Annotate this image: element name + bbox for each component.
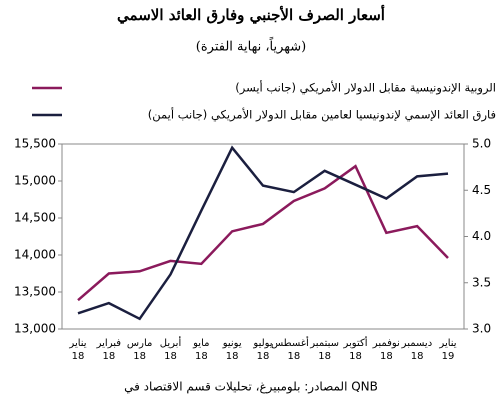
y2-tick-label: 5.0 [472, 137, 491, 151]
x-tick-label: أبريل 18 [159, 338, 182, 362]
chart-title: أسعار الصرف الأجنبي وفارق العائد الاسمي [117, 4, 385, 25]
y-tick-label: 13,500 [14, 285, 56, 299]
y2-tick-label: 4.5 [472, 183, 491, 197]
x-tick-label: أكتوبر 18 [343, 338, 368, 362]
y2-tick-label: 3.5 [472, 275, 491, 289]
x-tick-label: يناير 19 [439, 338, 457, 362]
x-tick-label: سبتمبر 18 [310, 338, 340, 362]
legend-label: فارق العائد الإسمي لإندونيسيا لعامين مقا… [148, 107, 496, 123]
x-tick-label: فبراير 18 [96, 338, 122, 362]
x-tick-label: يناير 18 [69, 338, 87, 362]
y2-tick-label: 4.0 [472, 229, 491, 243]
series-line [77, 164, 449, 302]
y-tick-label: 14,000 [14, 248, 56, 262]
chart-subtitle: (شهرياً، نهاية الفترة) [196, 37, 306, 55]
series-line [77, 145, 449, 321]
legend-label: الروبية الإندونيسية مقابل الدولار الأمري… [235, 80, 496, 96]
y2-tick-label: 3.0 [472, 322, 491, 336]
source: المصادر: بلومبيرغ، تحليلات قسم الاقتصاد … [124, 380, 378, 395]
x-tick-label: ديسمبر 18 [401, 338, 433, 362]
x-tick-label: يوليو 18 [253, 338, 273, 362]
y-tick-label: 15,500 [14, 137, 56, 151]
x-tick-label: يونيو 18 [222, 338, 242, 362]
y-tick-label: 14,500 [14, 211, 56, 225]
plot-frame [61, 143, 465, 330]
y-tick-label: 15,000 [14, 174, 56, 188]
x-tick-label: مارس 18 [126, 338, 153, 362]
x-tick-label: نوفمبر 18 [372, 338, 400, 362]
x-tick-label: مايو 18 [193, 338, 210, 362]
x-tick-label: أغسطس 18 [270, 338, 309, 362]
y-tick-label: 13,000 [14, 322, 56, 336]
